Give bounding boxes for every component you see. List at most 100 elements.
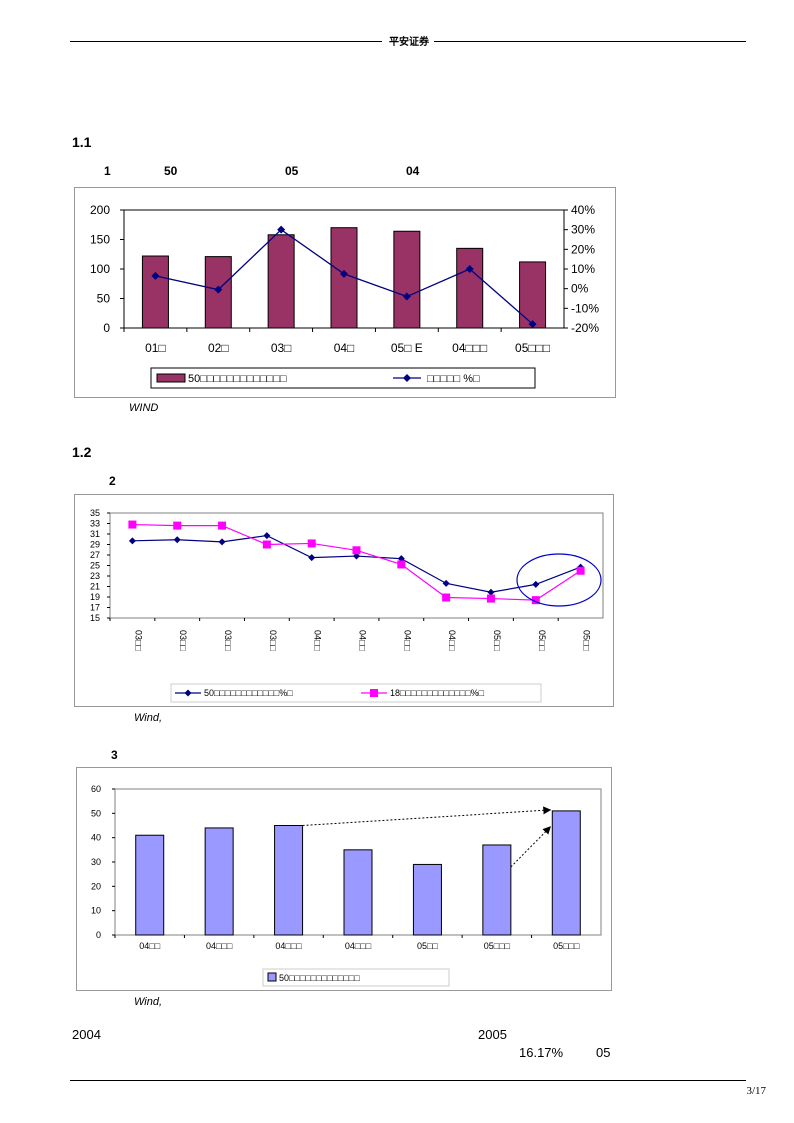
line-point: [442, 593, 451, 602]
bar: [482, 844, 512, 936]
chart-1: 0 50 100 150 200 -20% -10% 0% 10% 20% 30% 40% 01□ 02□…: [90, 203, 599, 389]
section-heading-1-1: 1.1: [72, 134, 92, 150]
header-brand: 平安证券: [389, 37, 429, 48]
y-tick-label: 0: [103, 321, 110, 335]
legend-label-2: 18□□□□□□□□□□□□□%□: [390, 688, 485, 698]
line-point: [128, 537, 136, 545]
y-tick-label: 20: [91, 881, 101, 891]
legend-label-1: 50□□□□□□□□□□□□%□: [204, 688, 293, 698]
figure-2-source: Wind,: [134, 712, 163, 724]
x-tick-label: 05□□: [417, 941, 438, 951]
x-tick-label: 05□□: [582, 630, 592, 651]
x-tick-label: 03□□: [133, 630, 143, 651]
bar: [274, 825, 304, 936]
bar: [519, 261, 547, 329]
bar: [267, 234, 295, 329]
figure-1-caption-b: 05: [285, 164, 299, 178]
line-point: [307, 539, 316, 548]
x-tick-label: 04□□□: [452, 341, 487, 355]
line-point: [353, 552, 360, 560]
figure-2-number: 2: [109, 474, 116, 488]
legend-swatch: [267, 972, 277, 982]
body-tail: 05: [596, 1045, 611, 1060]
legend-label-line: □□□□□ %□: [427, 373, 480, 385]
y-tick-label: 29: [90, 540, 100, 550]
line-point: [487, 588, 495, 596]
legend-box: [170, 683, 542, 703]
legend-swatch-bar: [156, 373, 186, 383]
bar: [141, 255, 169, 329]
chart-2-panel: 15 17 19 21 23 25 27 29 31 33 35 03□□ 03□□ 03□□ 03□□ 04…: [74, 494, 614, 707]
legend-marker-2: [370, 689, 378, 697]
figure-1-source: WIND: [129, 402, 159, 414]
line-point: [173, 521, 182, 530]
line-point: [397, 555, 405, 563]
footer-rule: [70, 1080, 746, 1081]
x-tick-label: 04□□: [402, 630, 412, 651]
y-tick-label: 150: [90, 233, 110, 247]
line-point: [532, 580, 540, 588]
header-rule-left: [70, 41, 382, 42]
y-tick-label: 19: [90, 592, 100, 602]
line-point: [263, 532, 271, 540]
y-tick-label: 50: [91, 808, 101, 818]
x-tick-label: 04□□□: [345, 941, 372, 951]
legend-box: [150, 367, 536, 389]
line-point: [262, 540, 271, 549]
line-point: [486, 594, 495, 603]
line-point: [218, 521, 227, 530]
y-tick-label: 23: [90, 571, 100, 581]
figure-1-caption-a: 50: [164, 164, 178, 178]
x-tick-label: 05□□: [492, 630, 502, 651]
y-tick-label: 10: [91, 906, 101, 916]
y-tick-label: 200: [90, 203, 110, 217]
body-year-2005: 2005: [478, 1027, 507, 1042]
line-point: [277, 225, 286, 234]
x-tick-label: 04□□: [447, 630, 457, 651]
line-point: [214, 285, 223, 294]
page-number: 3/17: [746, 1085, 766, 1097]
x-tick-label: 05□□: [537, 630, 547, 651]
x-tick-label: 03□□: [268, 630, 278, 651]
line-point: [531, 596, 540, 605]
y-tick-label: 21: [90, 582, 100, 592]
chart-3: 0 10 20 30 40 50 60 04□□ 04□□□ 04□□□ 04□□□ 05□□ 05□□…: [91, 784, 602, 987]
plot-area: [109, 512, 604, 619]
y2-tick-label: -10%: [571, 301, 599, 315]
header-rule-right: [434, 41, 746, 42]
y2-tick-label: -20%: [571, 321, 599, 335]
line-point: [576, 566, 585, 575]
arrow-dashed-1: [302, 806, 552, 826]
legend-label-bar: 50□□□□□□□□□□□□□: [188, 373, 287, 385]
x-tick-label: 02□: [208, 341, 229, 355]
y-tick-label: 0: [96, 930, 101, 940]
y2-tick-label: 30%: [571, 223, 595, 237]
bar: [412, 863, 442, 936]
x-tick-label: 05□□□: [484, 941, 511, 951]
y-tick-label: 17: [90, 603, 100, 613]
x-tick-label: 04□: [334, 341, 355, 355]
y-tick-label: 50: [97, 292, 111, 306]
line-point: [397, 560, 406, 569]
body-year-2004: 2004: [72, 1027, 101, 1042]
chart-3-panel: 0 10 20 30 40 50 60 04□□ 04□□□ 04□□□ 04□□□ 05□□ 05□□…: [76, 767, 612, 991]
arrow-dashed-2: [510, 826, 551, 868]
line-point: [402, 292, 411, 301]
x-tick-label: 05□ E: [391, 341, 423, 355]
x-tick-label: 03□□: [223, 630, 233, 651]
y-tick-label: 15: [90, 613, 100, 623]
line-point: [151, 271, 160, 280]
y-tick-label: 35: [90, 508, 100, 518]
y-tick-label: 30: [91, 857, 101, 867]
y2-tick-label: 0%: [571, 282, 589, 296]
x-tick-label: 04□□: [313, 630, 323, 651]
section-heading-1-2: 1.2: [72, 444, 92, 460]
legend-marker-line: [403, 374, 411, 382]
line-point: [173, 536, 181, 544]
x-tick-label: 03□: [271, 341, 292, 355]
y2-tick-label: 40%: [571, 203, 595, 217]
y2-tick-label: 10%: [571, 262, 595, 276]
x-tick-label: 04□□: [358, 630, 368, 651]
bar: [204, 827, 234, 936]
bar: [393, 230, 421, 329]
